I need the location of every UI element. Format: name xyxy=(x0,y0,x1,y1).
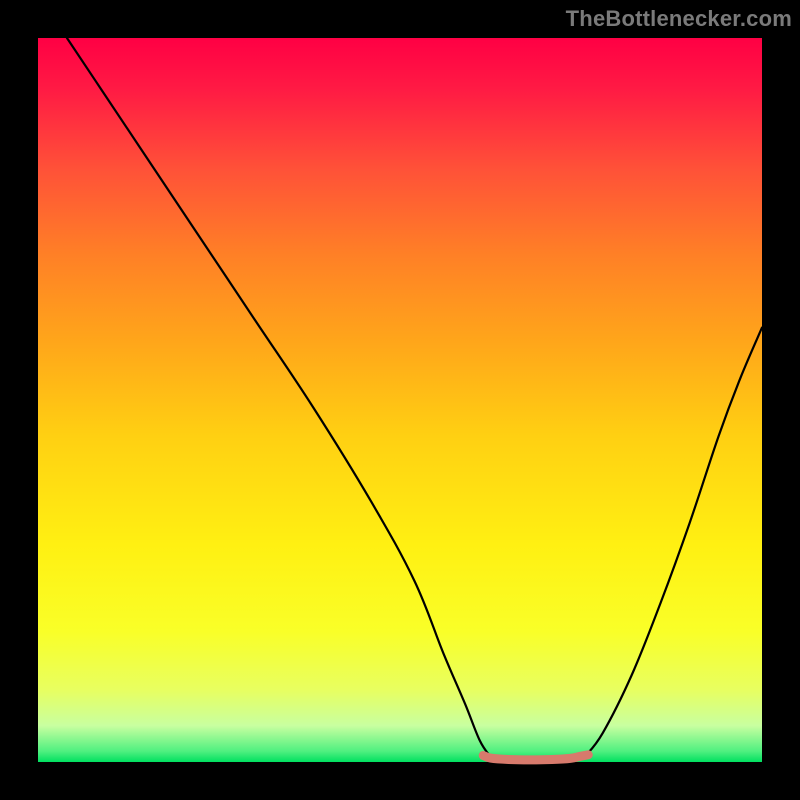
chart-svg xyxy=(0,0,800,800)
valley-marker xyxy=(483,755,588,760)
watermark-text: TheBottlenecker.com xyxy=(566,6,792,32)
plot-gradient-area xyxy=(38,38,762,762)
chart-figure: TheBottlenecker.com xyxy=(0,0,800,800)
